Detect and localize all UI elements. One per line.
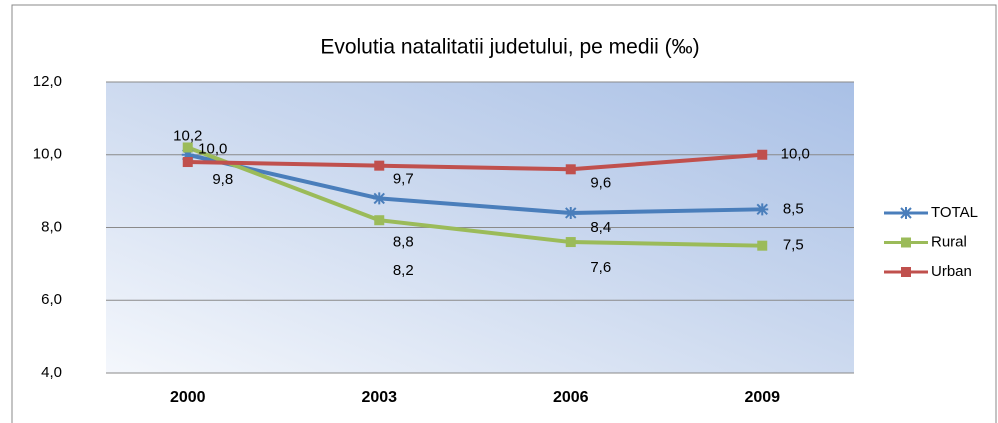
y-tick-label: 6,0 xyxy=(41,291,62,308)
data-point xyxy=(374,215,385,226)
y-tick-label: 10,0 xyxy=(33,146,62,163)
legend-label: Urban xyxy=(931,263,972,280)
y-tick-label: 8,0 xyxy=(41,218,62,235)
data-label: 8,8 xyxy=(393,233,414,250)
data-point xyxy=(564,206,577,219)
data-label: 8,5 xyxy=(783,200,804,217)
series-line xyxy=(187,152,763,215)
y-tick-label: 4,0 xyxy=(41,364,62,381)
data-label: 8,4 xyxy=(590,219,611,236)
data-point xyxy=(565,164,576,175)
x-tick-label: 2000 xyxy=(170,389,206,406)
series-line xyxy=(187,145,763,248)
data-label: 9,8 xyxy=(212,171,233,188)
series-line xyxy=(187,152,763,172)
x-tick-label: 2003 xyxy=(361,389,397,406)
data-point xyxy=(757,240,768,251)
data-point xyxy=(756,203,769,216)
data-label: 9,6 xyxy=(590,174,611,191)
legend-label: TOTAL xyxy=(931,204,978,221)
data-label: 8,2 xyxy=(393,262,414,279)
data-label: 10,2 xyxy=(173,127,202,144)
data-point xyxy=(565,237,576,248)
legend-label: Rural xyxy=(931,233,967,250)
x-tick-label: 2009 xyxy=(744,389,780,406)
data-point xyxy=(181,148,194,161)
data-label: 7,6 xyxy=(590,259,611,276)
legend-marker xyxy=(900,207,912,219)
data-label: 10,0 xyxy=(198,141,227,158)
data-label: 7,5 xyxy=(783,237,804,254)
data-point xyxy=(757,149,768,160)
data-label: 10,0 xyxy=(781,146,810,163)
x-tick-label: 2006 xyxy=(553,389,589,406)
data-point xyxy=(182,142,193,153)
data-point xyxy=(182,157,193,168)
data-label: 9,7 xyxy=(393,171,414,188)
legend-marker xyxy=(901,267,911,277)
data-point xyxy=(373,192,386,205)
legend-marker xyxy=(901,237,911,248)
chart-title: Evolutia natalitatii judetului, pe medii… xyxy=(320,36,699,59)
y-tick-label: 12,0 xyxy=(33,73,62,90)
data-point xyxy=(374,160,385,171)
